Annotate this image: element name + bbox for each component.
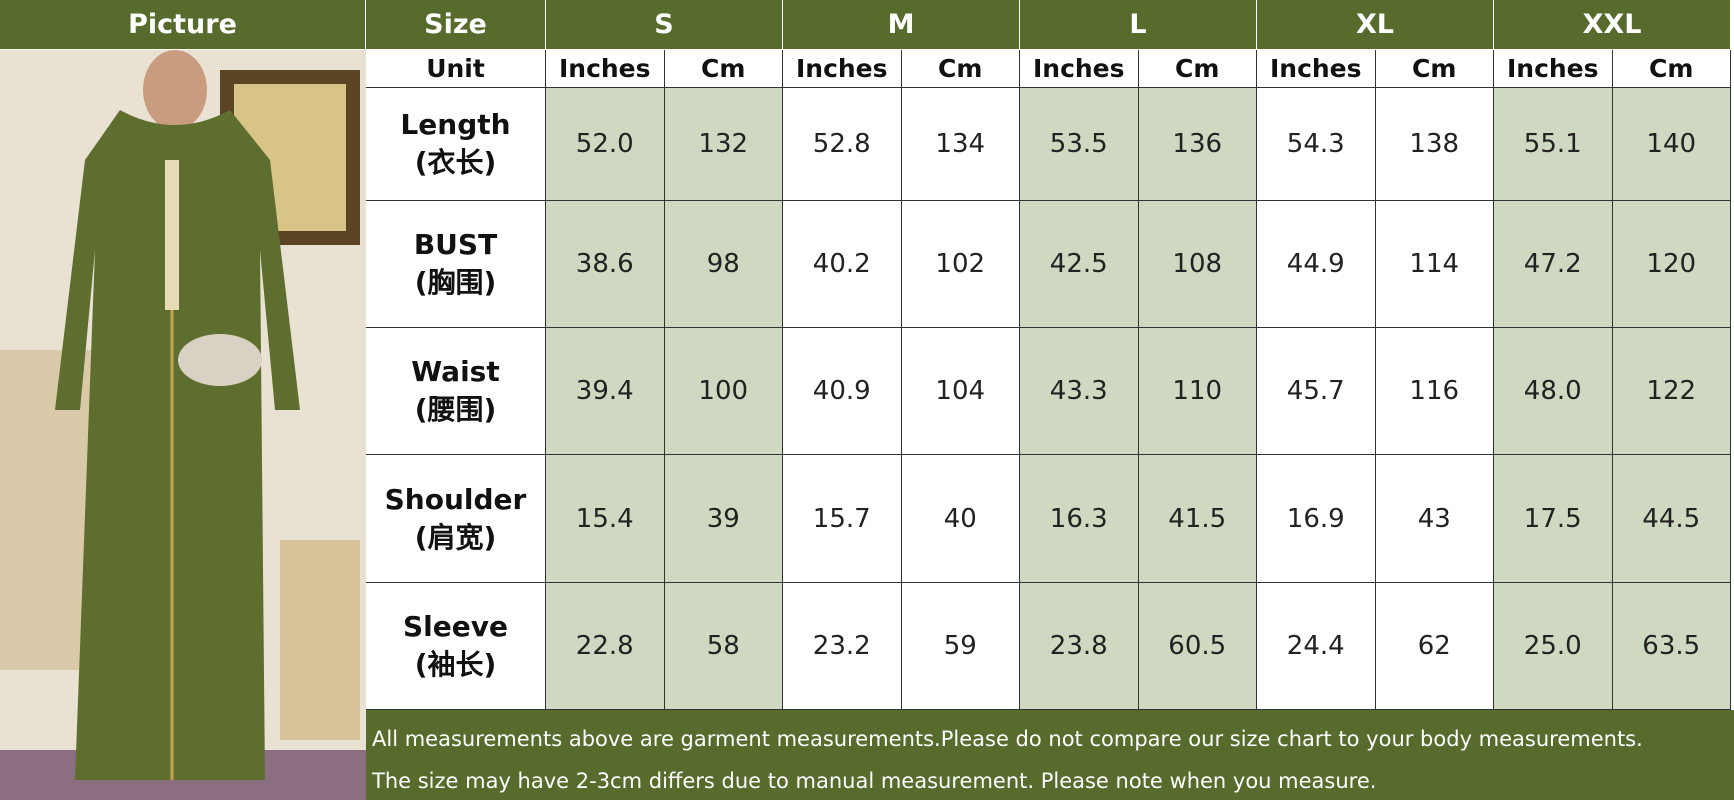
row-label-text: (肩宽): [414, 520, 497, 554]
notes: All measurements above are garment measu…: [366, 710, 1734, 800]
size-header: L: [1020, 0, 1257, 50]
unit-cell: Cm: [1612, 50, 1731, 88]
value-cell: 38.6: [546, 201, 665, 328]
row-label-text: (腰围): [414, 393, 497, 426]
unit-cell: Cm: [901, 50, 1020, 88]
value-cell: 136: [1138, 88, 1257, 201]
value-cell: 25.0: [1494, 583, 1613, 710]
value-cell: 48.0: [1494, 328, 1613, 455]
size-header: XL: [1257, 0, 1494, 50]
value-cell: 43.3: [1020, 328, 1139, 455]
value-cell: 17.5: [1494, 455, 1613, 583]
value-cell: 55.1: [1494, 88, 1613, 201]
note: The size may have 2-3cm differs due to m…: [372, 769, 1377, 793]
row-label: Sleeve (袖长): [366, 583, 546, 710]
value-cell: 41.5: [1138, 455, 1257, 583]
value-cell: 47.2: [1494, 201, 1613, 328]
note: All measurements above are garment measu…: [372, 727, 1643, 751]
value-cell: 23.2: [783, 583, 902, 710]
value-cell: 114: [1375, 201, 1494, 328]
value-cell: 45.7: [1257, 328, 1376, 455]
value-cell: 23.8: [1020, 583, 1139, 710]
value-cell: 52.8: [783, 88, 902, 201]
row-label: Shoulder (肩宽): [366, 455, 546, 583]
product-photo: [0, 50, 366, 800]
value-cell: 110: [1138, 328, 1257, 455]
unit-cell: Inches: [1020, 50, 1139, 88]
value-cell: 58: [664, 583, 783, 710]
row-label-text: Waist: [411, 355, 500, 389]
value-cell: 24.4: [1257, 583, 1376, 710]
row-label-text: Shoulder: [384, 482, 527, 516]
value-cell: 138: [1375, 88, 1494, 201]
value-cell: 39: [664, 455, 783, 583]
value-cell: 104: [901, 328, 1020, 455]
value-cell: 43: [1375, 455, 1494, 583]
row-label-text: Sleeve: [403, 610, 508, 644]
header-cell: Size: [366, 0, 546, 50]
row-label-text: (衣长): [414, 146, 497, 179]
unit-cell: Cm: [1375, 50, 1494, 88]
value-cell: 132: [664, 88, 783, 201]
value-cell: 116: [1375, 328, 1494, 455]
unit-cell: Inches: [783, 50, 902, 88]
value-cell: 15.7: [783, 455, 902, 583]
value-cell: 134: [901, 88, 1020, 201]
value-cell: 140: [1612, 88, 1731, 201]
row-label-text: (胸围): [414, 266, 497, 299]
unit-cell: Inches: [546, 50, 665, 88]
value-cell: 63.5: [1612, 583, 1731, 710]
value-cell: 53.5: [1020, 88, 1139, 201]
value-cell: 16.9: [1257, 455, 1376, 583]
value-cell: 62: [1375, 583, 1494, 710]
unit-cell: Inches: [1257, 50, 1376, 88]
unit-cell: Inches: [1494, 50, 1613, 88]
row-label-text: Length: [400, 108, 511, 142]
value-cell: 102: [901, 201, 1020, 328]
value-cell: 40.9: [783, 328, 902, 455]
value-cell: 40.2: [783, 201, 902, 328]
value-cell: 122: [1612, 328, 1731, 455]
size-header: XXL: [1494, 0, 1731, 50]
row-label-text: (袖长): [414, 648, 497, 681]
row-label: Waist (腰围): [366, 328, 546, 455]
value-cell: 16.3: [1020, 455, 1139, 583]
row-label: Length (衣长): [366, 88, 546, 201]
value-cell: 108: [1138, 201, 1257, 328]
value-cell: 98: [664, 201, 783, 328]
value-cell: 100: [664, 328, 783, 455]
value-cell: 42.5: [1020, 201, 1139, 328]
size-header: S: [546, 0, 783, 50]
row-label-text: BUST: [413, 228, 498, 262]
value-cell: 60.5: [1138, 583, 1257, 710]
value-cell: 44.9: [1257, 201, 1376, 328]
row-label: BUST (胸围): [366, 201, 546, 328]
value-cell: 54.3: [1257, 88, 1376, 201]
unit-cell: Cm: [1138, 50, 1257, 88]
unit-label: Unit: [366, 50, 546, 88]
value-cell: 22.8: [546, 583, 665, 710]
size-header: M: [783, 0, 1020, 50]
value-cell: 59: [901, 583, 1020, 710]
value-cell: 40: [901, 455, 1020, 583]
value-cell: 52.0: [546, 88, 665, 201]
value-cell: 44.5: [1612, 455, 1731, 583]
unit-cell: Cm: [664, 50, 783, 88]
value-cell: 39.4: [546, 328, 665, 455]
value-cell: 15.4: [546, 455, 665, 583]
header-cell: Picture: [0, 0, 366, 50]
value-cell: 120: [1612, 201, 1731, 328]
